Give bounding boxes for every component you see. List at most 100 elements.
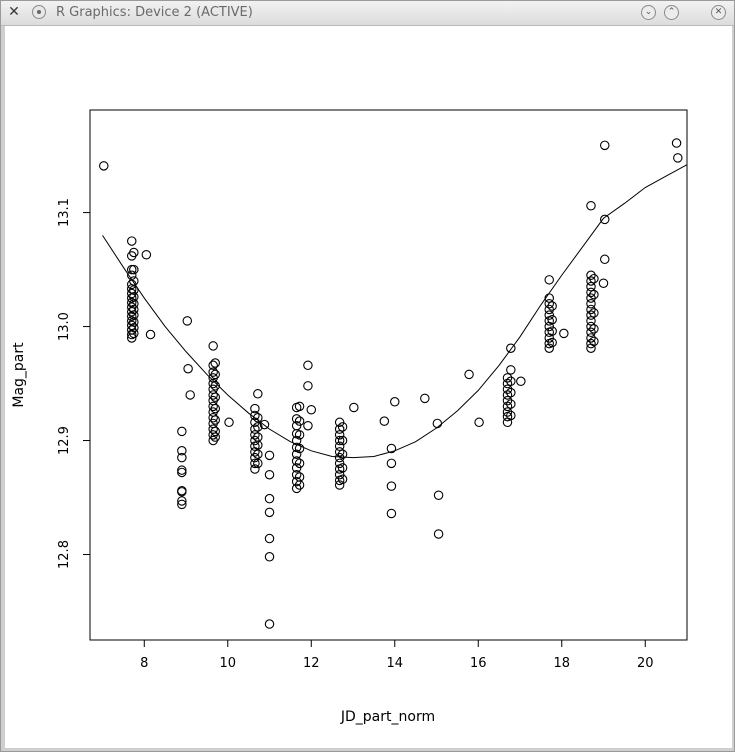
data-point xyxy=(264,450,275,461)
fit-curve xyxy=(102,164,688,459)
data-point xyxy=(291,449,302,459)
data-point xyxy=(294,443,305,454)
data-point xyxy=(586,281,596,292)
data-point xyxy=(177,499,187,510)
data-point xyxy=(586,287,596,298)
data-point xyxy=(334,435,345,446)
data-point xyxy=(337,474,348,485)
data-point xyxy=(598,278,609,288)
data-point xyxy=(253,449,263,459)
data-point xyxy=(433,529,444,539)
data-point xyxy=(250,430,260,440)
data-point xyxy=(334,447,345,457)
data-point xyxy=(390,397,400,407)
data-point xyxy=(129,328,139,339)
data-point xyxy=(210,381,220,391)
data-point xyxy=(586,310,596,320)
data-point xyxy=(250,424,260,434)
data-point xyxy=(208,341,218,351)
data-point xyxy=(506,376,516,387)
data-point xyxy=(586,299,596,309)
data-point xyxy=(210,358,220,368)
data-point xyxy=(126,333,137,343)
data-point xyxy=(177,487,187,497)
data-point xyxy=(303,420,313,431)
data-point xyxy=(337,435,348,446)
data-point xyxy=(264,552,275,562)
data-point xyxy=(264,507,275,518)
data-point xyxy=(141,250,152,260)
data-point xyxy=(516,376,526,387)
data-point xyxy=(129,310,139,320)
data-point xyxy=(208,360,218,371)
data-point xyxy=(586,200,596,211)
data-point xyxy=(586,338,596,349)
data-point xyxy=(224,417,234,428)
plot-canvas: 8 10 12 14 16 18 20 12.8 12.9 13.0 13.1 JD_part_n… xyxy=(5,26,732,748)
window-menu-button[interactable] xyxy=(32,5,46,19)
data-point xyxy=(506,365,516,375)
data-point xyxy=(208,401,218,412)
data-point xyxy=(589,273,599,284)
data-point xyxy=(386,508,397,519)
data-point xyxy=(547,326,557,336)
data-point xyxy=(210,432,220,442)
close-button[interactable]: ✕ xyxy=(711,5,726,20)
data-point xyxy=(586,293,596,303)
data-point xyxy=(544,304,554,315)
data-point xyxy=(303,360,313,371)
data-point xyxy=(506,399,516,409)
window-title: R Graphics: Device 2 (ACTIVE) xyxy=(56,5,253,20)
data-point xyxy=(544,343,554,353)
data-point xyxy=(334,441,345,451)
data-point xyxy=(306,405,317,415)
data-point xyxy=(589,324,599,334)
data-point xyxy=(294,416,305,426)
data-point xyxy=(129,299,139,309)
x-axis: 8 10 12 14 16 18 20 xyxy=(140,640,654,671)
data-point xyxy=(129,304,139,315)
minimize-button[interactable]: ⌄ xyxy=(641,5,656,20)
data-point xyxy=(126,316,137,326)
data-point xyxy=(177,465,187,475)
data-point xyxy=(253,389,263,399)
data-point xyxy=(600,140,610,151)
data-point xyxy=(210,392,220,402)
data-point xyxy=(208,378,218,389)
data-point xyxy=(334,480,345,490)
data-point xyxy=(294,480,305,490)
data-point xyxy=(177,446,187,456)
data-point xyxy=(386,458,397,469)
data-point xyxy=(474,417,484,428)
x-tick-label: 20 xyxy=(637,656,654,671)
data-point xyxy=(129,285,139,295)
data-point xyxy=(294,401,305,412)
data-point xyxy=(210,403,220,414)
data-point xyxy=(337,449,348,459)
data-point xyxy=(129,264,139,275)
data-point xyxy=(586,304,596,315)
data-point xyxy=(547,314,557,325)
data-point xyxy=(208,367,218,377)
data-point xyxy=(433,490,444,500)
data-point xyxy=(586,333,596,343)
x-tick-label: 18 xyxy=(553,656,570,671)
data-point xyxy=(177,426,187,437)
data-point xyxy=(250,410,260,421)
data-point xyxy=(177,467,187,478)
maximize-button[interactable]: ⌃ xyxy=(664,5,679,20)
x-tick-label: 14 xyxy=(386,656,403,671)
data-point xyxy=(259,419,270,430)
x11-app-icon: ✕ xyxy=(8,4,20,20)
data-point xyxy=(291,483,302,494)
x-axis-label: JD_part_norm xyxy=(340,709,435,725)
data-point xyxy=(129,247,139,258)
data-point xyxy=(126,297,137,308)
data-point xyxy=(250,452,260,463)
data-point xyxy=(182,316,193,326)
data-point xyxy=(210,415,220,425)
data-point xyxy=(547,301,557,311)
title-bar[interactable]: ✕ R Graphics: Device 2 (ACTIVE) ⌄ ⌃ ✕ xyxy=(1,1,734,26)
plot-box xyxy=(89,109,688,641)
y-axis-label: Mag_part xyxy=(11,342,27,408)
